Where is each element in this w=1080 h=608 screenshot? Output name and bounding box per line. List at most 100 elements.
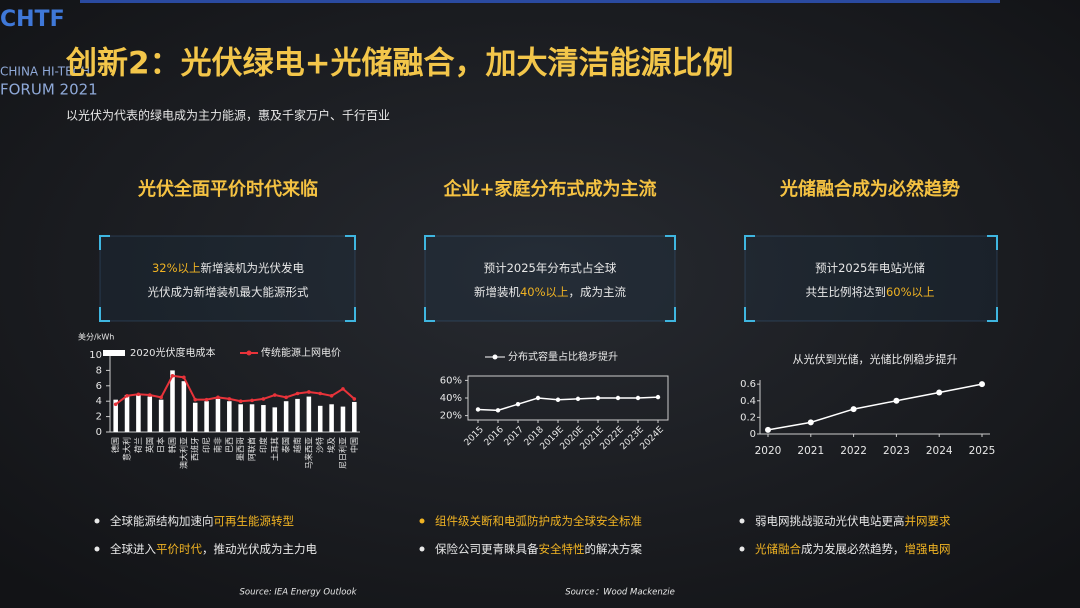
bullet: 保险公司更青睐具备安全特性的解决方案 [435,542,642,556]
x-tick-label: 韩国 [167,437,177,453]
text-segment: 光储融合 [755,542,801,556]
bar [317,405,323,432]
point [352,397,357,401]
y-tick-label: 40% [440,393,462,404]
legend-label: 分布式容量占比稳步提升 [508,350,618,363]
legend-marker [492,354,498,360]
point [655,394,661,400]
point [575,396,581,402]
x-tick-label: 2021 [797,445,824,457]
x-tick-label: 沙特 [315,437,325,453]
text-segment: ，推动光伏成为主力电 [202,542,317,556]
point [113,402,118,407]
point [170,373,175,378]
box [744,235,998,322]
point [261,397,266,401]
box-line: 预计2025年电站光储 [815,261,925,275]
point [979,381,985,388]
bar [340,406,346,432]
slide-title: 创新2：光伏绿电+光储融合，加大清洁能源比例 [65,46,734,82]
bar [272,407,278,432]
x-tick-label: 2020 [755,445,782,457]
text-segment: 预计2025年分布式占全球 [484,261,617,275]
point [615,395,621,401]
legend-marker [246,350,252,356]
point [495,408,501,413]
text-segment: 可再生能源转型 [214,514,295,528]
bar [249,404,255,432]
x-tick-label: 荷兰 [133,437,143,453]
box-corner [99,307,110,322]
y-tick-label: 0.4 [740,396,756,407]
bar [215,398,221,432]
chart-title: 从光伏到光储，光储比例稳步提升 [793,352,958,366]
text-segment: 增强电网 [905,542,951,556]
text-segment: 新增装机 [474,285,520,299]
bar [192,402,198,432]
bullet-dot [94,518,100,524]
box-corner [987,235,998,250]
box-corner [744,307,755,322]
y-tick-label: 8 [96,365,102,376]
column-title: 光储融合成为必然趋势 [779,178,960,200]
text-segment: 共生比例将达到 [805,285,886,299]
point [515,401,521,407]
point [893,397,900,404]
point [227,397,232,401]
point [147,393,152,397]
x-tick-label: 澳大利亚 [178,437,188,469]
box-corner [345,307,356,322]
y-tick-label: 0 [750,429,756,440]
point [936,389,943,396]
line [115,374,355,406]
bar [181,381,187,432]
x-tick-label: 印尼 [202,437,211,453]
bullet: 全球能源结构加速向可再生能源转型 [110,514,294,528]
x-tick-label: 马来西亚 [304,437,313,469]
bar [306,396,312,432]
x-tick-label: 西班牙 [190,437,200,461]
x-tick-label: 2024 [926,445,953,457]
y-tick-label: 20% [440,411,462,422]
x-tick-label: 墨西哥 [236,437,245,461]
text-segment: 平价时代 [156,542,202,556]
x-tick-label: 德国 [110,437,120,453]
bar [204,401,209,432]
y-tick-label: 6 [96,381,102,392]
bullet: 组件级关断和电弧防护成为全球安全标准 [435,514,642,528]
bar [238,404,243,432]
legend-label: 传统能源上网电价 [261,346,341,359]
point [307,390,311,394]
point [850,406,857,413]
forum-year: FORUM 2021 [0,81,98,99]
point [765,426,771,433]
text-segment: ，成为主流 [569,285,627,299]
bullet-dot [739,518,745,524]
box [99,235,356,322]
bullet-dot [419,518,425,524]
x-tick-label: 印度 [258,437,268,453]
x-tick-label: 巴西 [225,437,234,453]
y-axis-label: 美分/kWh [78,332,114,342]
point [284,395,288,400]
x-tick-label: 2025 [969,445,996,457]
x-tick-label: 英国 [144,437,154,453]
point [216,395,220,400]
bullet: 全球进入平价时代，推动光伏成为主力电 [110,542,317,556]
bullet-dot [419,546,425,552]
point [204,397,209,402]
box-line: 预计2025年分布式占全球 [484,261,617,275]
x-tick-label: 泰国 [281,437,291,453]
x-tick-label: 中国 [349,437,359,453]
y-tick-label: 2 [96,412,102,423]
box-line: 光伏成为新增装机最大能源形式 [148,285,309,299]
point [535,395,541,401]
source: Source: IEA Energy Outlook [239,588,357,598]
point [595,395,601,401]
x-tick-label: 越南 [292,437,302,453]
box-corner [424,235,435,250]
x-tick-label: 南非 [212,437,222,453]
line [477,396,659,412]
